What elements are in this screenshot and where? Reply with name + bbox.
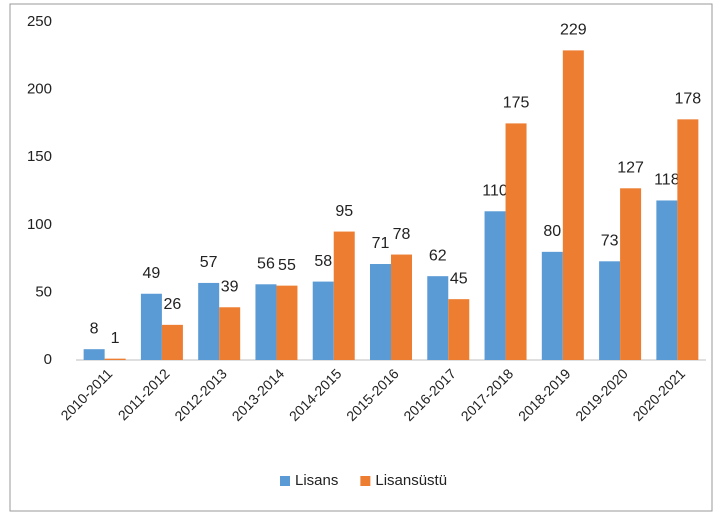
bar — [620, 188, 642, 360]
value-label: 8 — [90, 320, 99, 337]
value-label: 118 — [654, 172, 680, 189]
bar — [505, 123, 527, 361]
y-tick-label: 0 — [44, 351, 52, 368]
bar — [448, 299, 470, 360]
value-label: 57 — [200, 254, 218, 271]
value-label: 26 — [164, 296, 182, 313]
bar — [562, 50, 584, 360]
value-label: 110 — [482, 182, 508, 199]
bar — [370, 264, 391, 360]
bar — [541, 251, 563, 360]
y-tick-label: 250 — [27, 13, 52, 30]
value-label: 73 — [601, 233, 619, 250]
value-label: 58 — [314, 253, 332, 270]
chart-border — [9, 3, 713, 512]
bar — [312, 281, 334, 360]
bar — [677, 119, 699, 361]
value-label: 1 — [111, 330, 120, 347]
y-tick-label: 200 — [27, 81, 52, 98]
bar — [219, 307, 241, 360]
value-label: 62 — [429, 247, 447, 264]
bar — [599, 261, 621, 360]
value-label: 178 — [675, 91, 702, 108]
bar — [484, 211, 506, 360]
y-tick-label: 50 — [35, 283, 52, 300]
legend-swatch — [360, 476, 371, 486]
legend-label: Lisans — [295, 472, 338, 489]
bar — [656, 200, 678, 360]
bar — [83, 349, 105, 360]
bar — [427, 276, 449, 360]
value-label: 95 — [335, 203, 353, 220]
value-label: 229 — [560, 22, 587, 39]
y-tick-label: 150 — [27, 148, 52, 165]
value-label: 127 — [617, 160, 644, 177]
legend-label: Lisansüstü — [375, 472, 447, 489]
value-label: 80 — [543, 223, 561, 240]
bar — [140, 293, 162, 360]
legend-swatch — [280, 476, 290, 486]
bar — [104, 358, 126, 360]
bar — [161, 324, 183, 360]
bar — [333, 231, 355, 360]
bar — [255, 284, 277, 360]
value-label: 56 — [257, 256, 275, 273]
bar — [391, 254, 412, 360]
value-label: 55 — [278, 257, 296, 274]
value-label: 71 — [372, 235, 390, 252]
bar — [198, 282, 220, 360]
value-label: 39 — [221, 278, 239, 295]
value-label: 45 — [450, 270, 468, 287]
value-label: 49 — [143, 265, 161, 282]
y-tick-label: 100 — [27, 216, 52, 233]
value-label: 78 — [393, 226, 411, 243]
value-label: 175 — [503, 95, 530, 112]
bar — [276, 285, 298, 360]
